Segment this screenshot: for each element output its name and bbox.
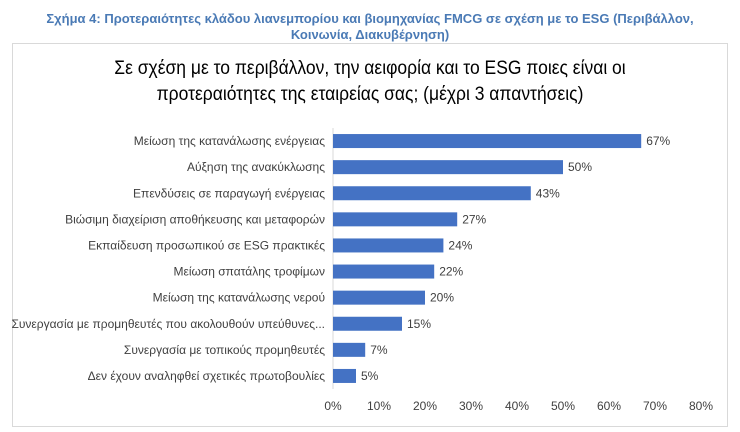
x-tick-label: 40% bbox=[505, 399, 529, 413]
category-label: Αύξηση της ανακύκλωσης bbox=[187, 160, 325, 174]
data-label: 5% bbox=[361, 369, 379, 383]
x-tick-label: 60% bbox=[597, 399, 621, 413]
x-tick-label: 0% bbox=[324, 399, 342, 413]
chart-frame bbox=[12, 43, 728, 427]
data-label: 50% bbox=[568, 160, 592, 174]
bar bbox=[333, 290, 425, 305]
bar bbox=[333, 316, 402, 331]
x-tick-label: 80% bbox=[689, 399, 713, 413]
data-label: 67% bbox=[646, 134, 670, 148]
caption-line-2: Κοινωνία, Διακυβέρνηση) bbox=[290, 27, 450, 42]
category-label: Επενδύσεις σε παραγωγή ενέργειας bbox=[133, 186, 325, 200]
bar bbox=[333, 160, 563, 175]
data-label: 7% bbox=[370, 343, 388, 357]
chart-title: Σε σχέση με το περιβάλλον, την αειφορία … bbox=[30, 56, 711, 108]
figure-caption: Σχήμα 4: Προτεραιότητες κλάδου λιανεμπορ… bbox=[0, 11, 740, 43]
x-tick-label: 70% bbox=[643, 399, 667, 413]
data-label: 27% bbox=[462, 212, 486, 226]
chart-title-line-1: Σε σχέση με το περιβάλλον, την αειφορία … bbox=[114, 58, 626, 79]
bar bbox=[333, 342, 366, 357]
category-label: Δεν έχουν αναληφθεί σχετικές πρωτοβουλίε… bbox=[88, 369, 326, 383]
data-label: 22% bbox=[439, 265, 463, 279]
category-label: Μείωση σπατάλης τροφίμων bbox=[173, 265, 325, 279]
x-tick-label: 30% bbox=[459, 399, 483, 413]
data-label: 15% bbox=[407, 317, 431, 331]
bar bbox=[333, 238, 444, 253]
data-label: 24% bbox=[448, 238, 472, 252]
bar bbox=[333, 186, 531, 201]
data-label: 43% bbox=[536, 186, 560, 200]
bar bbox=[333, 368, 356, 383]
bar bbox=[333, 134, 642, 149]
x-tick-label: 20% bbox=[413, 399, 437, 413]
bar bbox=[333, 264, 435, 279]
x-tick-label: 50% bbox=[551, 399, 575, 413]
bar bbox=[333, 212, 458, 227]
category-label: Συνεργασία με προμηθευτές που ακολουθούν… bbox=[11, 317, 325, 331]
category-label: Βιώσιμη διαχείριση αποθήκευσης και μεταφ… bbox=[65, 212, 325, 226]
category-label: Μείωση της κατανάλωσης νερού bbox=[153, 291, 325, 305]
x-tick-label: 10% bbox=[367, 399, 391, 413]
category-label: Εκπαίδευση προσωπικού σε ESG πρακτικές bbox=[88, 238, 325, 252]
chart-title-line-2: προτεραιότητες της εταιρείας σας; (μέχρι… bbox=[156, 84, 584, 105]
data-label: 20% bbox=[430, 291, 454, 305]
category-label: Μείωση της κατανάλωσης ενέργειας bbox=[134, 134, 325, 148]
caption-line-1: Σχήμα 4: Προτεραιότητες κλάδου λιανεμπορ… bbox=[46, 11, 694, 26]
category-label: Συνεργασία με τοπικούς προμηθευτές bbox=[124, 343, 325, 357]
